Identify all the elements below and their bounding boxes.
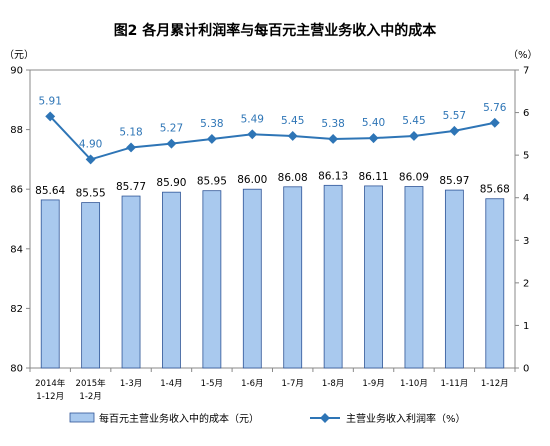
legend: 每百元主营业务收入中的成本（元） 主营业务收入利润率（%） [69,412,466,425]
bar [242,188,262,369]
category-label: 2015年 [76,378,107,389]
bar [162,191,181,369]
category-label: 1-5月 [201,379,223,389]
line-point [166,138,177,149]
bar-data-label: 85.64 [35,185,65,197]
bar-data-label: 85.68 [480,184,510,196]
category-label: 1-10月 [400,379,428,389]
left-axis-tick-label: 90 [10,66,23,77]
line-data-label: 5.38 [321,118,344,130]
category-label: 1-2月 [79,392,101,402]
left-axis-unit: （元） [4,49,34,61]
legend-bar-swatch [69,412,95,423]
legend-line-marker [320,413,330,423]
bar [364,185,383,369]
left-axis-tick-label: 88 [10,125,23,136]
left-axis-tick-label: 82 [10,304,23,315]
bar-data-label: 86.00 [237,174,267,186]
chart-title: 图2 各月累计利润率与每百元主营业务收入中的成本 [114,22,438,39]
line-point [206,134,217,144]
left-axis-tick-label: 84 [10,244,23,255]
line-data-label: 5.76 [483,102,507,114]
line-data-label: 5.49 [241,113,264,125]
line-data-label: 5.18 [119,126,142,138]
bar [444,189,464,369]
line-data-label: 5.91 [39,95,62,107]
line-data-label: 5.45 [281,115,304,127]
bar [404,186,424,369]
line-point [368,133,379,144]
right-axis-tick-label: 2 [523,278,529,289]
bar [323,184,343,369]
category-label: 1-7月 [282,379,304,389]
series-line [49,115,495,161]
category-label: 1-3月 [120,379,142,389]
line-data-label: 5.27 [160,123,183,135]
right-axis-tick-label: 4 [523,193,529,204]
bar-data-label: 86.11 [359,171,389,183]
right-axis-tick-label: 6 [523,108,529,119]
line-point [449,125,460,136]
plot-area: 80 82 84 86 88 90 0 1 2 3 4 5 6 7 85.64 85.55 85.77 85.90… [10,66,529,403]
line-point [126,142,136,153]
category-label: 1-8月 [322,379,344,389]
right-axis-tick-label: 1 [523,321,529,332]
legend-line-label: 主营业务收入利润率（%） [346,412,466,425]
right-axis-tick-label: 3 [523,236,529,247]
line-data-label: 5.40 [362,117,385,129]
line-data-label: 5.45 [402,115,425,127]
left-axis-tick-label: 80 [10,364,23,375]
bar [283,186,303,369]
category-label: 1-12月 [481,379,509,389]
bar-data-label: 85.77 [116,181,146,193]
bar-data-label: 85.90 [156,177,186,189]
line-point [489,117,500,128]
bar-data-label: 85.95 [197,176,227,188]
bar [485,198,505,369]
bar [40,199,60,369]
line-point [45,111,56,122]
right-axis-tick-label: 0 [523,364,529,375]
line-point [409,131,419,141]
bar [81,202,101,369]
category-label: 1-4月 [160,379,182,389]
line-data-label: 5.38 [200,118,223,130]
bar-data-label: 86.13 [318,170,348,182]
category-label: 1-11月 [440,379,468,389]
bar-data-label: 86.09 [399,172,429,184]
bar-data-label: 85.97 [439,175,469,187]
category-label: 1-9月 [362,379,384,389]
line-point [247,129,258,140]
line-point [85,154,96,165]
line-point [328,134,339,144]
right-axis-tick-label: 7 [523,66,529,77]
bar-data-label: 86.08 [278,172,308,184]
bar [121,195,141,369]
line-point [287,131,298,141]
left-axis-tick-label: 86 [10,185,23,196]
legend-bar-label: 每百元主营业务收入中的成本（元） [99,412,259,425]
line-data-label: 5.57 [443,110,466,122]
right-axis-unit: （%） [508,49,538,61]
right-axis-tick-label: 5 [523,151,529,162]
bar-data-label: 85.55 [76,188,106,200]
bar [202,190,222,369]
category-label: 1-12月 [36,392,64,402]
line-data-label: 4.90 [79,138,102,150]
category-label: 2014年 [35,378,66,389]
category-label: 1-6月 [241,379,263,389]
